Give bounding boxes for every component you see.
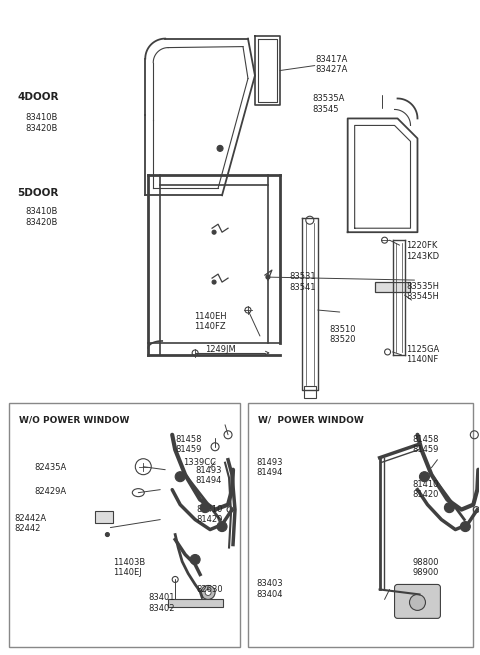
Text: 83510
83520: 83510 83520 <box>330 325 356 345</box>
Circle shape <box>175 472 185 481</box>
Text: 82442A
82442: 82442A 82442 <box>15 514 47 533</box>
Text: 82429A: 82429A <box>35 487 67 496</box>
Text: 81493
81494: 81493 81494 <box>256 458 282 477</box>
Text: 5DOOR: 5DOOR <box>18 188 59 198</box>
Bar <box>168 599 223 607</box>
Text: 83535H
83545H: 83535H 83545H <box>407 282 440 301</box>
Text: 1220FK
1243KD: 1220FK 1243KD <box>407 241 440 261</box>
Circle shape <box>190 555 200 565</box>
Circle shape <box>201 586 215 599</box>
Text: 1249JM: 1249JM <box>205 345 236 354</box>
Text: 81458
81459: 81458 81459 <box>175 435 202 454</box>
Bar <box>9 403 240 647</box>
Text: 83410B
83420B: 83410B 83420B <box>25 207 58 227</box>
Circle shape <box>266 275 270 279</box>
Circle shape <box>106 533 109 536</box>
Text: 83535A
83545: 83535A 83545 <box>313 94 345 114</box>
Text: 82630: 82630 <box>196 586 223 595</box>
Bar <box>96 511 113 523</box>
Text: 81493
81494: 81493 81494 <box>195 466 222 485</box>
Text: 98800
98900: 98800 98900 <box>412 557 439 577</box>
FancyBboxPatch shape <box>395 584 441 618</box>
Text: 83410B
83420B: 83410B 83420B <box>25 113 58 133</box>
Text: 1140EH
1140FZ: 1140EH 1140FZ <box>194 312 227 331</box>
Circle shape <box>212 230 216 234</box>
Text: 4DOOR: 4DOOR <box>18 92 59 102</box>
Text: 1339CC: 1339CC <box>183 458 216 467</box>
Text: 83401
83402: 83401 83402 <box>148 593 175 613</box>
Text: 83531
83541: 83531 83541 <box>290 272 316 291</box>
Text: 82435A: 82435A <box>35 462 67 472</box>
Circle shape <box>444 502 455 513</box>
Text: 1125GA
1140NF: 1125GA 1140NF <box>407 345 440 364</box>
Circle shape <box>212 280 216 284</box>
Circle shape <box>217 521 227 532</box>
Text: 11403B
1140EJ: 11403B 1140EJ <box>113 557 145 577</box>
Text: 83417A
83427A: 83417A 83427A <box>316 54 348 74</box>
Circle shape <box>205 590 211 595</box>
Text: 81458
81459: 81458 81459 <box>412 435 439 454</box>
Bar <box>304 386 316 398</box>
Circle shape <box>409 595 425 610</box>
Text: 83403
83404: 83403 83404 <box>256 580 283 599</box>
Circle shape <box>217 145 223 151</box>
Bar <box>374 282 409 292</box>
Text: W/  POWER WINDOW: W/ POWER WINDOW <box>258 416 364 425</box>
Text: 81410
81420: 81410 81420 <box>412 479 439 499</box>
Bar <box>248 403 473 647</box>
Text: W/O POWER WINDOW: W/O POWER WINDOW <box>19 416 129 425</box>
Circle shape <box>420 472 430 481</box>
Text: 81410
81420: 81410 81420 <box>196 504 223 524</box>
Circle shape <box>200 502 210 513</box>
Circle shape <box>460 521 470 532</box>
